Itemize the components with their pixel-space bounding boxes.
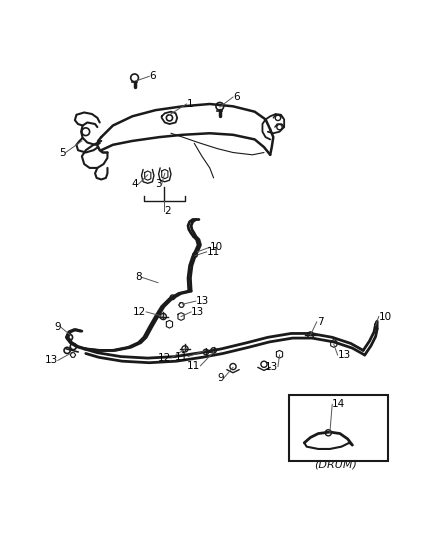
Text: 13: 13 — [196, 296, 209, 306]
Text: 12: 12 — [158, 353, 171, 363]
Text: 10: 10 — [379, 311, 392, 321]
Text: 13: 13 — [338, 350, 351, 360]
Text: 8: 8 — [135, 272, 141, 282]
Text: 12: 12 — [133, 307, 146, 317]
Text: (DRUM): (DRUM) — [314, 459, 357, 470]
Text: 11: 11 — [175, 352, 188, 361]
Text: 13: 13 — [265, 361, 278, 372]
Text: 6: 6 — [233, 92, 240, 102]
Text: 10: 10 — [210, 242, 223, 252]
Text: 11: 11 — [187, 361, 201, 371]
Bar — [289, 395, 388, 461]
Text: 7: 7 — [317, 317, 323, 327]
Text: 6: 6 — [149, 71, 156, 81]
Text: 9: 9 — [54, 322, 61, 332]
Text: 4: 4 — [132, 179, 138, 189]
Text: 9: 9 — [217, 373, 224, 383]
Text: 13: 13 — [191, 307, 205, 317]
Text: 14: 14 — [332, 399, 346, 409]
Text: 5: 5 — [59, 148, 66, 158]
Text: 11: 11 — [207, 247, 220, 257]
Text: 2: 2 — [164, 206, 171, 216]
Text: 1: 1 — [187, 99, 193, 109]
Text: 3: 3 — [155, 179, 162, 189]
Text: 13: 13 — [45, 356, 58, 366]
